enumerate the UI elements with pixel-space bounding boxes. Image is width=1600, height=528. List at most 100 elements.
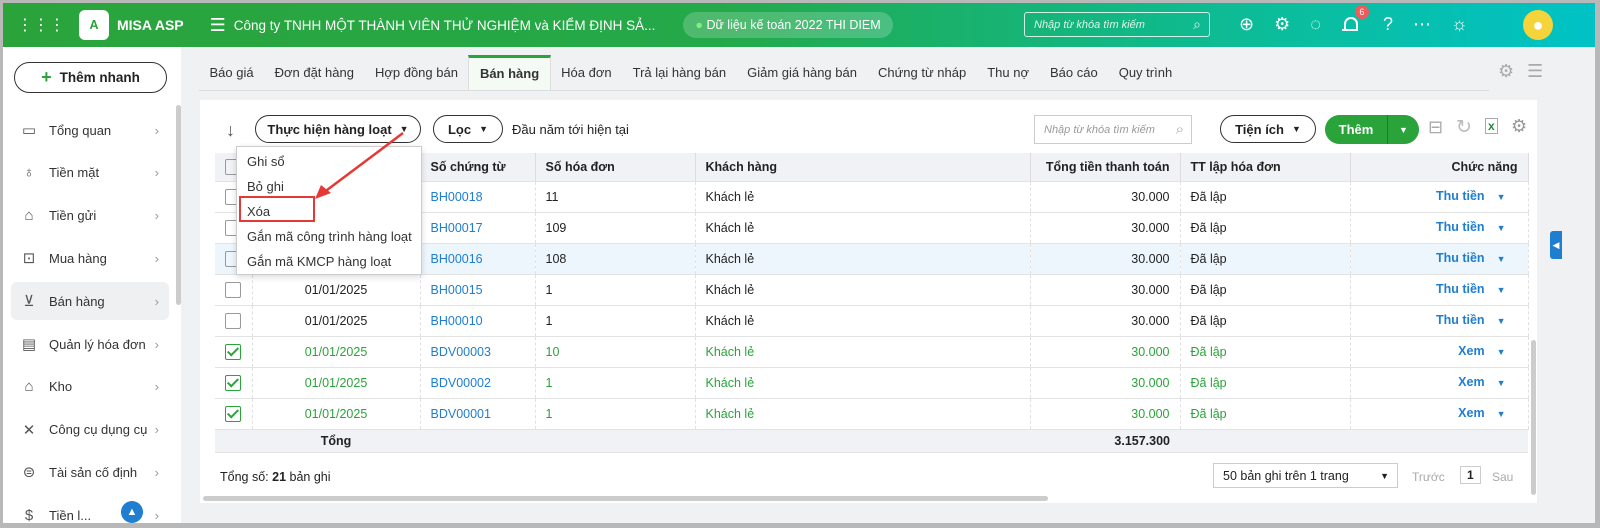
table-row[interactable]: 01/01/2025 BH00010 1 Khách lẻ 30.000 Đã lập Th… [215,305,1529,337]
page-size-select[interactable]: 50 bản ghi trên 1 trang ▼ [1213,463,1398,488]
table-row[interactable]: 01/01/2025 BDV00001 1 Khách lẻ 30.000 Đã lập X… [215,398,1529,430]
action-cell[interactable]: Xem ▼ [1350,398,1529,430]
settings-icon[interactable]: ⚙ [1511,116,1528,136]
row-checkbox[interactable] [225,343,241,360]
caret-down-icon[interactable]: ▼ [1496,223,1506,233]
menu-icon[interactable]: ☰ [209,14,226,35]
quick-add-button[interactable]: + Thêm nhanh [14,62,167,93]
sidebar-item[interactable]: $ Tiền l... › [11,496,169,523]
app-grid-icon[interactable]: ⋮⋮⋮ [17,17,65,34]
table-row[interactable]: 01/01/2025 BDV00002 1 Khách lẻ 30.000 Đã lập X… [215,367,1529,399]
menu-item[interactable]: Xóa [247,204,271,219]
add-dropdown-icon[interactable]: ▼ [1387,115,1419,144]
action-link[interactable]: Thu tiền [1435,189,1485,203]
batch-action-button[interactable]: Thực hiện hàng loạt ▼ [255,115,421,143]
action-cell[interactable]: Thu tiền ▼ [1350,243,1529,275]
row-checkbox-cell[interactable] [215,367,253,399]
table-row[interactable]: 01/01/2025 BH00015 1 Khách lẻ 30.000 Đã lập Th… [215,274,1529,306]
search-icon[interactable]: ⌕ [1175,121,1184,138]
company-name[interactable]: Công ty TNHH MỘT THÀNH VIÊN THỬ NGHIỆM v… [233,17,656,33]
scroll-top-button[interactable]: ▲ [121,501,143,523]
sidebar-item[interactable]: ⊜ Tài sản cố định › [11,453,169,491]
row-checkbox-cell[interactable] [215,305,253,337]
caret-down-icon[interactable]: ▼ [1496,316,1506,326]
doc-number-link[interactable]: BH00010 [420,305,536,337]
next-page-button[interactable]: Sau [1492,470,1514,484]
sidebar-item[interactable]: ✕ Công cụ dụng cụ › [11,411,169,449]
sidebar-scrollbar[interactable] [176,105,181,305]
help-icon[interactable]: ? [1382,13,1393,34]
chat-icon[interactable]: ◌ [1310,13,1321,34]
excel-icon[interactable]: x [1485,118,1498,134]
sidebar-item[interactable]: ♁ Tiền mặt › [11,154,169,192]
vertical-scrollbar[interactable] [1531,340,1536,495]
table-row[interactable]: 01/01/2025 BDV00003 10 Khách lẻ 30.000 Đã lập… [215,336,1529,368]
tab-item[interactable]: Giảm giá hàng bán [747,65,857,80]
action-link[interactable]: Xem [1458,406,1485,420]
tab-item[interactable]: Chứng từ nháp [877,65,967,80]
sidebar-item[interactable]: ⊻ Bán hàng › [11,282,169,321]
flow-icon[interactable]: ⊟ [1428,117,1444,137]
row-checkbox[interactable] [225,281,241,298]
menu-item[interactable]: Bỏ ghi [247,179,284,194]
row-checkbox-cell[interactable] [215,336,253,368]
filter-button[interactable]: Lọc ▼ [433,115,503,143]
idea-icon[interactable]: ☼ [1450,13,1468,34]
action-link[interactable]: Thu tiền [1435,251,1485,265]
doc-number-link[interactable]: BH00017 [420,212,536,244]
doc-number-link[interactable]: BDV00003 [420,336,536,368]
row-checkbox[interactable] [225,405,241,422]
action-cell[interactable]: Xem ▼ [1350,336,1529,368]
action-cell[interactable]: Thu tiền ▼ [1350,181,1529,213]
doc-number-link[interactable]: BH00016 [420,243,536,275]
row-checkbox[interactable] [225,374,241,391]
action-cell[interactable]: Xem ▼ [1350,367,1529,399]
row-checkbox-cell[interactable] [215,274,253,306]
doc-number-link[interactable]: BH00018 [420,181,536,213]
period-label[interactable]: Đầu năm tới hiện tại [512,122,629,137]
sidebar-item[interactable]: ⌂ Kho › [11,368,169,406]
tab-item[interactable]: Quy trình [1118,65,1173,80]
avatar[interactable]: ● [1523,10,1553,40]
action-link[interactable]: Thu tiền [1435,282,1485,296]
global-search[interactable]: Nhập từ khóa tìm kiếm ⌕ [1024,12,1210,37]
tab-item[interactable]: Báo cáo [1050,65,1098,80]
search-icon[interactable]: ⌕ [1193,16,1201,32]
doc-number-link[interactable]: BDV00002 [420,367,536,399]
page-number[interactable]: 1 [1460,466,1481,484]
caret-down-icon[interactable]: ▼ [1496,254,1506,264]
action-cell[interactable]: Thu tiền ▼ [1350,212,1529,244]
menu-item[interactable]: Gắn mã KMCP hàng loạt [247,254,392,269]
sidebar-item[interactable]: ⊡ Mua hàng › [11,239,169,277]
tab-item[interactable]: Báo giá [209,65,254,80]
sidebar-item[interactable]: ▭ Tổng quan › [11,111,169,149]
caret-down-icon[interactable]: ▼ [1496,409,1506,419]
caret-down-icon[interactable]: ▼ [1496,378,1506,388]
sidebar-item[interactable]: ⌂ Tiền gửi › [11,197,169,235]
data-selector[interactable]: ● Dữ liệu kế toán 2022 THI DIEM [683,12,893,38]
refresh-icon[interactable]: ↻ [1456,117,1472,138]
caret-down-icon[interactable]: ▼ [1496,192,1506,202]
tab-item[interactable]: Thu nợ [987,65,1029,80]
settings-icon[interactable]: ⚙ [1498,61,1515,81]
action-cell[interactable]: Thu tiền ▼ [1350,274,1529,306]
sidebar-item[interactable]: ▤ Quản lý hóa đơn › [11,325,169,363]
tab-item[interactable]: Hóa đơn [561,65,612,80]
download-icon[interactable]: ⊕ [1239,13,1255,34]
gear-icon[interactable]: ⚙ [1274,13,1291,34]
tab-item[interactable]: Bán hàng [468,55,551,90]
action-link[interactable]: Thu tiền [1435,313,1485,327]
tab-item[interactable]: Đơn đặt hàng [274,65,354,80]
action-cell[interactable]: Thu tiền ▼ [1350,305,1529,337]
caret-down-icon[interactable]: ▼ [1496,347,1506,357]
action-link[interactable]: Xem [1458,344,1485,358]
more-icon[interactable]: ⋯ [1412,13,1431,34]
action-link[interactable]: Xem [1458,375,1485,389]
sort-arrow-icon[interactable]: ↓ [226,120,235,140]
horizontal-scrollbar[interactable] [203,496,1048,501]
list-view-icon[interactable]: ☰ [1527,61,1544,81]
caret-down-icon[interactable]: ▼ [1496,285,1506,295]
bell-icon[interactable]: 6 [1341,5,1369,35]
doc-number-link[interactable]: BH00015 [420,274,536,306]
prev-page-button[interactable]: Trước [1412,470,1445,484]
